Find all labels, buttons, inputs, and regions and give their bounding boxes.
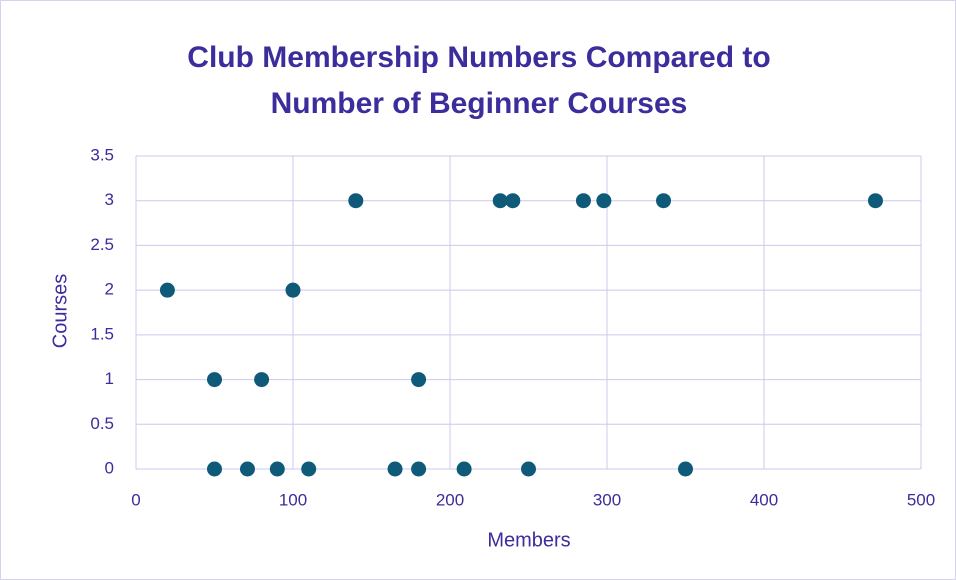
data-point: [159, 282, 175, 298]
y-tick-label: 0: [105, 458, 114, 477]
y-axis-label: Courses: [49, 274, 71, 348]
data-point: [269, 461, 285, 477]
data-point: [207, 372, 222, 388]
data-point: [867, 193, 883, 209]
data-point: [521, 461, 536, 477]
x-tick-label: 500: [907, 490, 935, 509]
data-point: [596, 193, 612, 209]
data-point: [456, 461, 472, 477]
y-tick-label: 1: [105, 369, 114, 388]
data-point: [301, 461, 317, 477]
data-point: [492, 193, 508, 209]
data-point: [254, 372, 270, 388]
y-tick-label: 0.5: [90, 414, 114, 433]
x-tick-label: 300: [593, 490, 621, 509]
data-point: [656, 193, 672, 209]
data-point: [387, 461, 403, 477]
data-point: [239, 461, 255, 477]
data-point: [207, 461, 222, 477]
y-tick-label: 3: [105, 190, 114, 209]
x-tick-label: 0: [131, 490, 140, 509]
data-point: [575, 193, 591, 209]
x-tick-label: 200: [436, 490, 464, 509]
y-tick-label: 2: [105, 280, 114, 299]
x-axis-label: Members: [487, 529, 570, 551]
data-point: [411, 461, 427, 477]
chart-title: Club Membership Numbers Compared to Numb…: [187, 41, 771, 120]
x-tick-label: 100: [279, 490, 307, 509]
x-tick-label: 400: [750, 490, 778, 509]
y-tick-label: 3.5: [90, 145, 114, 164]
data-point: [285, 282, 301, 298]
data-point: [411, 372, 427, 388]
data-point: [348, 193, 364, 209]
data-point: [678, 461, 693, 477]
y-tick-label: 2.5: [90, 235, 114, 254]
data-point: [505, 193, 521, 209]
y-tick-label: 1.5: [90, 324, 114, 343]
